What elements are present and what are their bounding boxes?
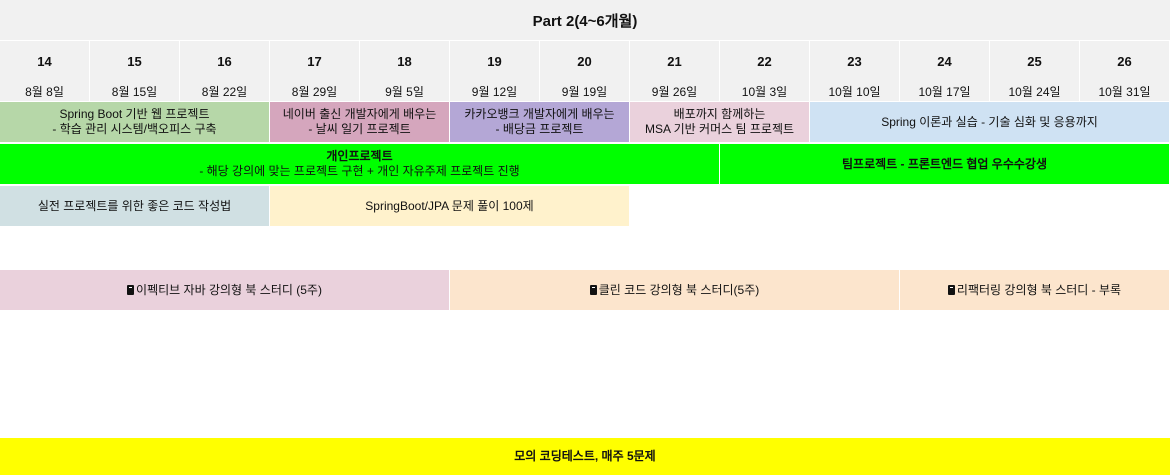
block-title: Spring 이론과 실습 - 기술 심화 및 응용까지 xyxy=(881,114,1098,129)
block-subtitle: - 학습 관리 시스템/백오피스 구축 xyxy=(52,122,217,136)
clean-code-study-block: 클린 코드 강의형 북 스터디(5주) xyxy=(450,270,900,311)
block-title: 카카오뱅크 개발자에게 배우는 xyxy=(464,107,615,121)
block-title: 실전 프로젝트를 위한 좋은 코드 작성법 xyxy=(37,198,232,213)
week-cell: 23 xyxy=(810,41,900,81)
block-title: 배포까지 함께하는 xyxy=(673,107,766,121)
spring-theory-practice-block: Spring 이론과 실습 - 기술 심화 및 응용까지 xyxy=(810,102,1170,143)
block-subtitle: - 해당 강의에 맞는 프로젝트 구현 + 개인 자유주제 프로젝트 진행 xyxy=(199,164,520,178)
date-cell: 9월 5일 xyxy=(360,81,450,101)
block-label: 클린 코드 강의형 북 스터디(5주) xyxy=(598,282,760,297)
block-title: 리팩터링 강의형 북 스터디 - 부록 xyxy=(947,282,1122,298)
spring-boot-web-project-block: Spring Boot 기반 웹 프로젝트 - 학습 관리 시스템/백오피스 구… xyxy=(0,102,270,143)
block-title: 모의 코딩테스트, 매주 5문제 xyxy=(514,449,656,463)
week-cell: 18 xyxy=(360,41,450,81)
week-cell: 16 xyxy=(180,41,270,81)
date-cell: 10월 3일 xyxy=(720,81,810,101)
personal-project-block: 개인프로젝트 - 해당 강의에 맞는 프로젝트 구현 + 개인 자유주제 프로젝… xyxy=(0,144,720,185)
week-cell: 21 xyxy=(630,41,720,81)
date-cell: 8월 29일 xyxy=(270,81,360,101)
date-cell: 9월 12일 xyxy=(450,81,540,101)
block-title: Spring Boot 기반 웹 프로젝트 xyxy=(59,107,210,121)
week-cell: 14 xyxy=(0,41,90,81)
week-cell: 17 xyxy=(270,41,360,81)
block-subtitle: - 날씨 일기 프로젝트 xyxy=(308,122,411,136)
week-cell: 24 xyxy=(900,41,990,81)
block-title: 클린 코드 강의형 북 스터디(5주) xyxy=(589,282,760,298)
date-cell: 9월 26일 xyxy=(630,81,720,101)
date-cell: 10월 10일 xyxy=(810,81,900,101)
week-cell: 25 xyxy=(990,41,1080,81)
date-row: 8월 8일 8월 15일 8월 22일 8월 29일 9월 5일 9월 12일 … xyxy=(0,81,1170,101)
week-number-row: 14 15 16 17 18 19 20 21 22 23 24 25 26 xyxy=(0,41,1170,81)
date-cell: 10월 24일 xyxy=(990,81,1080,101)
block-title: 팀프로젝트 - 프론트엔드 협업 우수수강생 xyxy=(841,156,1047,171)
week-cell: 20 xyxy=(540,41,630,81)
clean-code-writing-block: 실전 프로젝트를 위한 좋은 코드 작성법 xyxy=(0,186,270,227)
team-project-block: 팀프로젝트 - 프론트엔드 협업 우수수강생 xyxy=(720,144,1170,185)
effective-java-study-block: 이펙티브 자바 강의형 북 스터디 (5주) xyxy=(0,270,450,311)
block-title: 네이버 출신 개발자에게 배우는 xyxy=(282,107,437,121)
dividend-project-block: 카카오뱅크 개발자에게 배우는 - 배당금 프로젝트 xyxy=(450,102,630,143)
date-cell: 10월 31일 xyxy=(1080,81,1170,101)
block-subtitle: MSA 기반 커머스 팀 프로젝트 xyxy=(644,122,795,136)
date-cell: 8월 22일 xyxy=(180,81,270,101)
book-icon xyxy=(947,284,955,295)
date-cell: 10월 17일 xyxy=(900,81,990,101)
block-title: 이펙티브 자바 강의형 북 스터디 (5주) xyxy=(127,283,322,298)
block-label: 리팩터링 강의형 북 스터디 - 부록 xyxy=(956,282,1122,297)
week-cell: 26 xyxy=(1080,41,1170,81)
date-cell: 8월 15일 xyxy=(90,81,180,101)
block-title: SpringBoot/JPA 문제 풀이 100제 xyxy=(365,198,534,213)
week-cell: 19 xyxy=(450,41,540,81)
date-cell: 8월 8일 xyxy=(0,81,90,101)
week-cell: 22 xyxy=(720,41,810,81)
block-title: 개인프로젝트 xyxy=(326,149,393,163)
page-title: Part 2(4~6개월) xyxy=(0,0,1170,40)
block-subtitle: - 배당금 프로젝트 xyxy=(495,122,584,136)
refactoring-study-block: 리팩터링 강의형 북 스터디 - 부록 xyxy=(900,270,1170,311)
date-cell: 9월 19일 xyxy=(540,81,630,101)
mock-coding-test-block: 모의 코딩테스트, 매주 5문제 xyxy=(0,438,1170,476)
book-icon xyxy=(127,284,135,295)
book-icon xyxy=(589,284,597,295)
msa-commerce-team-project-block: 배포까지 함께하는 MSA 기반 커머스 팀 프로젝트 xyxy=(630,102,810,143)
springboot-jpa-100-problems-block: SpringBoot/JPA 문제 풀이 100제 xyxy=(270,186,630,227)
weather-diary-project-block: 네이버 출신 개발자에게 배우는 - 날씨 일기 프로젝트 xyxy=(270,102,450,143)
block-label: 이펙티브 자바 강의형 북 스터디 (5주) xyxy=(136,282,322,297)
week-cell: 15 xyxy=(90,41,180,81)
